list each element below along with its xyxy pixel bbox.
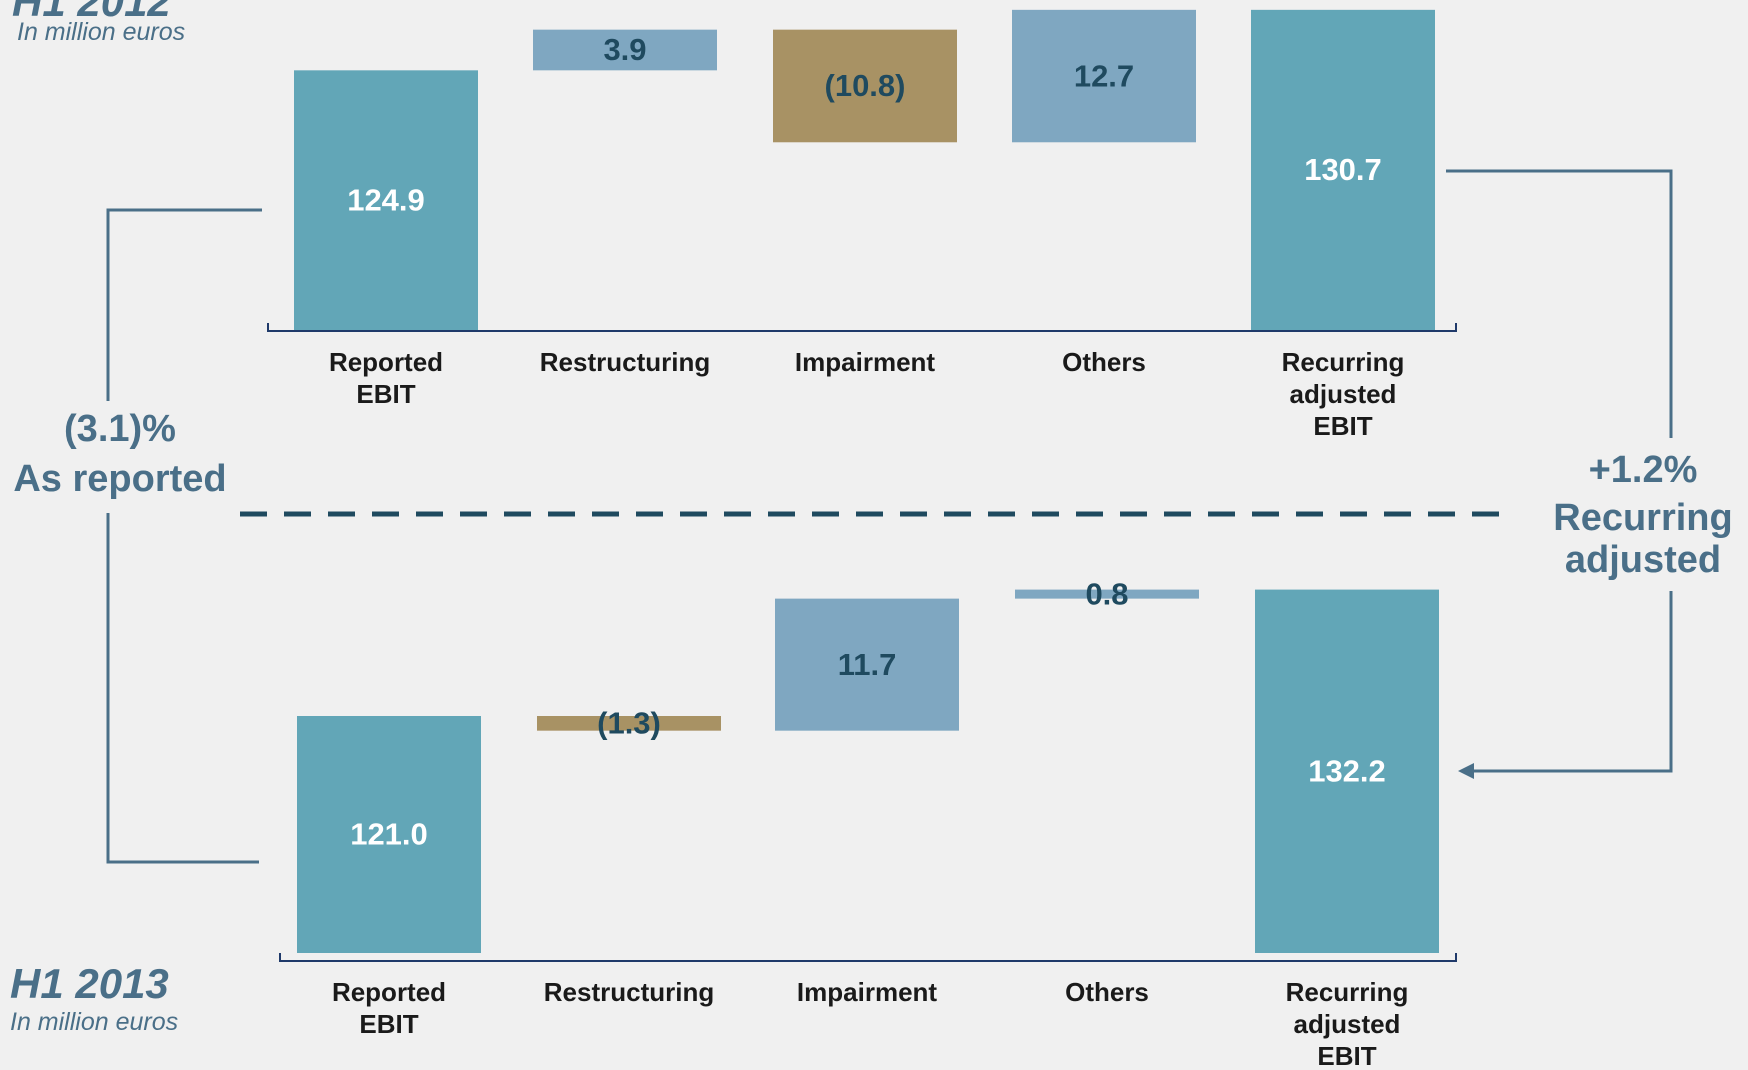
value-label: 12.7 — [1074, 58, 1134, 93]
x-tick-label: Others — [1062, 347, 1146, 377]
bar — [1255, 589, 1439, 953]
annotation: Recurring adjusted — [1553, 497, 1733, 581]
value-label: 132.2 — [1308, 753, 1386, 788]
value-label: 11.7 — [838, 647, 897, 682]
connectors — [106, 169, 1673, 864]
bar — [533, 29, 717, 71]
bar — [773, 29, 957, 143]
x-tick-label: Reported EBIT — [331, 977, 447, 1039]
chart-title: H1 2012 — [12, 0, 171, 25]
bracket-right-bottom — [1470, 591, 1673, 773]
x-tick-label: Recurring adjusted EBIT — [1285, 977, 1409, 1070]
bracket-right-top — [1446, 169, 1673, 438]
chart-subtitle: In million euros — [10, 1008, 179, 1036]
annotation: (3.1)% — [64, 408, 176, 450]
x-tick-label: Others — [1065, 977, 1149, 1007]
value-label: (10.8) — [825, 68, 906, 103]
bracket-left-top — [106, 208, 262, 401]
bar — [294, 70, 478, 330]
chart-subtitle: In million euros — [17, 18, 186, 46]
x-tick-label: Restructuring — [543, 977, 715, 1007]
value-label: 3.9 — [603, 32, 646, 67]
bar — [1015, 589, 1199, 599]
chart-title: H1 2013 — [10, 960, 169, 1007]
annotation: As reported — [13, 458, 227, 500]
bracket-left-bottom — [106, 513, 259, 864]
value-label: 124.9 — [347, 182, 425, 217]
bar — [1251, 9, 1435, 330]
bar — [1012, 9, 1196, 143]
value-label: 121.0 — [350, 817, 428, 852]
x-tick-label: Restructuring — [539, 347, 711, 377]
x-tick-label: Impairment — [794, 347, 936, 377]
bar — [775, 598, 959, 731]
value-label: 0.8 — [1085, 576, 1128, 611]
bar — [297, 716, 481, 953]
x-tick-label: Reported EBIT — [328, 347, 444, 409]
axis-line — [267, 323, 1457, 332]
arrow-head — [1458, 763, 1474, 779]
annotation: +1.2% — [1588, 449, 1698, 491]
x-tick-label: Recurring adjusted EBIT — [1281, 347, 1405, 441]
bar — [537, 716, 721, 731]
x-tick-label: Impairment — [796, 977, 938, 1007]
value-label: 130.7 — [1304, 152, 1382, 187]
axis-line — [279, 953, 1457, 962]
value-label: (1.3) — [597, 706, 661, 741]
